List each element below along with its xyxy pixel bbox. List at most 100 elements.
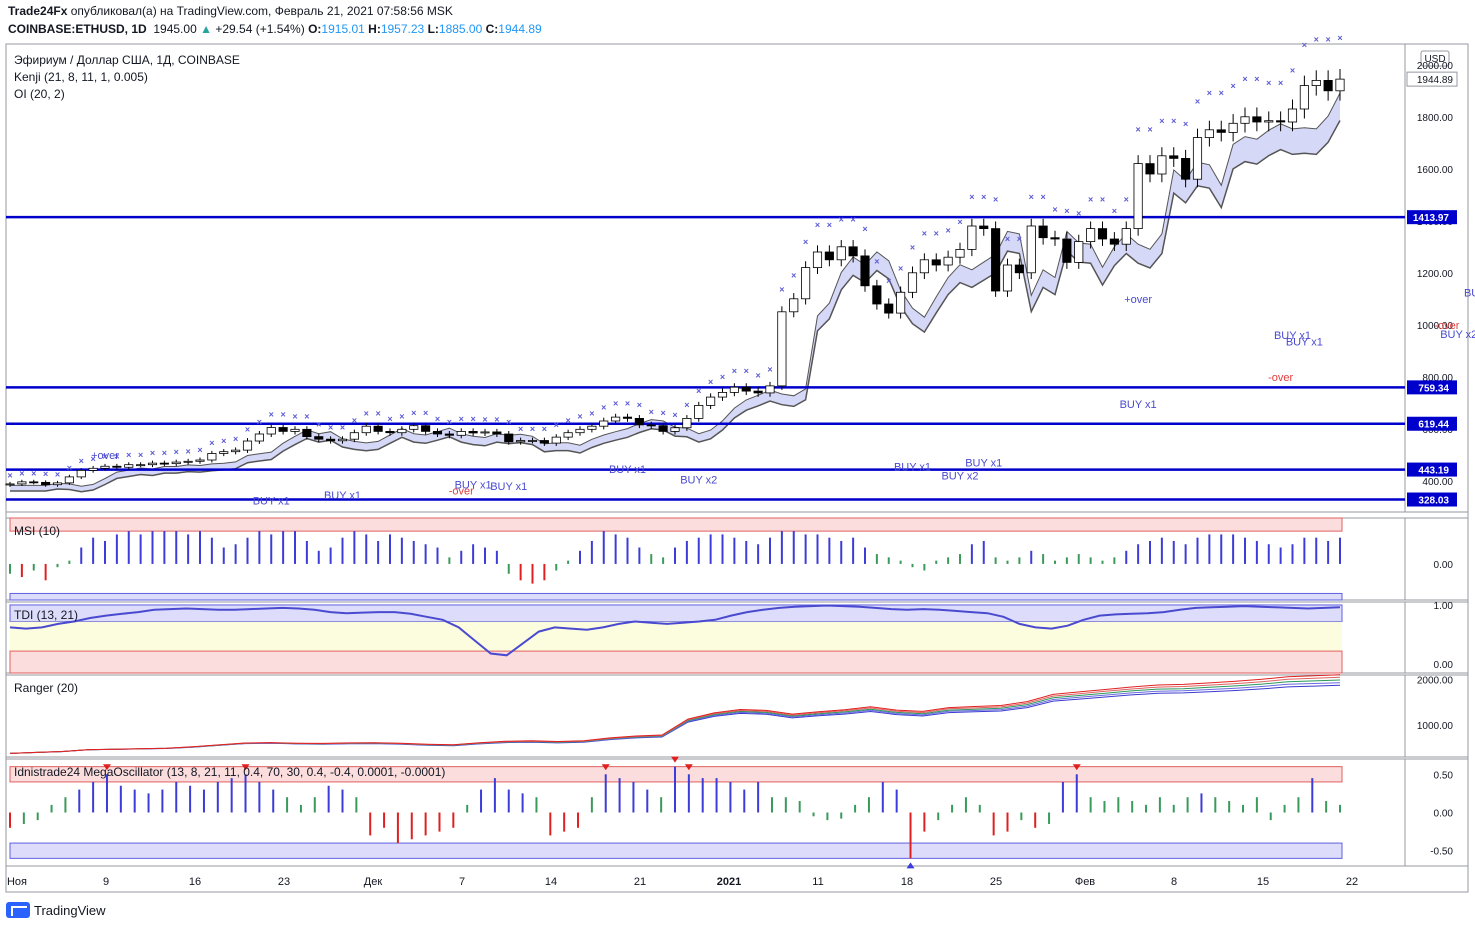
candle-body: [219, 451, 229, 454]
y-tick-label: 0.00: [1434, 660, 1454, 671]
candle-body: [979, 225, 989, 229]
candle-body: [231, 449, 241, 453]
y-tick-label: 2000.00: [1417, 676, 1454, 687]
panel-zone: [9, 842, 1343, 859]
published-text: опубликовал(а) на TradingView.com, Февра…: [70, 4, 453, 18]
candle-body: [195, 459, 205, 462]
stop-cross-marker: ×: [565, 415, 570, 425]
stop-cross-marker: ×: [364, 408, 369, 418]
stop-cross-marker: ×: [839, 214, 844, 224]
signal-label: +over: [1124, 294, 1152, 306]
stop-cross-marker: ×: [1254, 74, 1259, 84]
level-tag: [1407, 416, 1457, 431]
ranger-line: [9, 684, 1341, 754]
x-tick-label: 25: [990, 876, 1002, 888]
candle-body: [848, 246, 858, 257]
y-tick-label: 1800.00: [1417, 113, 1454, 124]
signal-label: -over: [449, 486, 474, 498]
stop-cross-marker: ×: [387, 414, 392, 424]
stop-cross-marker: ×: [1337, 33, 1342, 43]
stop-cross-marker: ×: [755, 370, 760, 380]
last-price-tag: [1406, 71, 1458, 87]
x-tick-label: 23: [278, 876, 290, 888]
ranger-line: [9, 676, 1341, 754]
candle-body: [88, 467, 98, 471]
candle-body: [694, 404, 704, 419]
signal-label: -over: [1268, 372, 1293, 384]
stop-cross-marker: ×: [1266, 78, 1271, 88]
publisher-line: Trade24Fx опубликовал(а) на TradingView.…: [8, 4, 453, 18]
candle-body: [337, 438, 348, 442]
stop-cross-marker: ×: [850, 214, 855, 224]
currency-box: [1420, 50, 1450, 67]
stop-cross-marker: ×: [19, 468, 24, 478]
candle-body: [171, 461, 181, 465]
stop-cross-marker: ×: [185, 446, 190, 456]
stop-cross-marker: ×: [459, 414, 464, 424]
candle-body: [753, 390, 763, 394]
candle-body: [492, 431, 502, 435]
stop-cross-marker: ×: [411, 408, 416, 418]
stop-cross-marker: ×: [1314, 34, 1319, 44]
x-tick-label: 8: [1171, 876, 1177, 888]
signal-label: BUY x1: [894, 462, 931, 474]
candle-body: [824, 251, 834, 261]
stop-cross-marker: ×: [1278, 78, 1283, 88]
candle-body: [1192, 137, 1203, 180]
stop-cross-marker: ×: [862, 224, 867, 234]
ranger-line: [9, 682, 1341, 754]
stop-cross-marker: ×: [589, 408, 594, 418]
candle-body: [551, 436, 561, 444]
stop-cross-marker: ×: [945, 226, 950, 236]
level-tag-label: 328.03: [1418, 496, 1449, 507]
last-price-label: 1944.89: [1417, 75, 1454, 86]
candle-body: [76, 469, 86, 478]
candle-body: [432, 430, 443, 435]
candle-body: [860, 255, 870, 287]
stop-cross-marker: ×: [1183, 119, 1188, 129]
stop-cross-marker: ×: [399, 412, 404, 422]
stop-cross-marker: ×: [1147, 124, 1152, 134]
stop-cross-marker: ×: [957, 217, 962, 227]
stop-cross-marker: ×: [1242, 74, 1247, 84]
candle-body: [896, 291, 906, 314]
stop-cross-marker: ×: [162, 448, 167, 458]
publisher-name[interactable]: Trade24Fx: [8, 4, 68, 18]
stop-cross-marker: ×: [827, 220, 832, 230]
stop-cross-marker: ×: [518, 424, 523, 434]
candle-body: [884, 303, 894, 314]
x-tick-label: 16: [189, 876, 201, 888]
stop-cross-marker: ×: [126, 450, 131, 460]
tradingview-brand: TradingView: [34, 902, 106, 918]
stop-cross-marker: ×: [292, 412, 297, 422]
stop-cross-marker: ×: [601, 403, 606, 413]
level-tag-label: 759.34: [1418, 383, 1449, 394]
x-tick-label: 18: [901, 876, 913, 888]
stop-cross-marker: ×: [102, 452, 107, 462]
stop-cross-marker: ×: [1100, 195, 1105, 205]
candle-body: [385, 430, 395, 434]
stop-cross-marker: ×: [1171, 116, 1176, 126]
candle-body: [801, 267, 811, 300]
candle-body: [421, 425, 431, 432]
candle-body: [967, 225, 977, 250]
tradingview-footer[interactable]: TradingView: [6, 902, 106, 918]
signal-label: BUY x1: [1464, 287, 1475, 299]
candle-body: [254, 433, 264, 442]
stop-cross-marker: ×: [1135, 124, 1140, 134]
y-tick-label: 1000.00: [1417, 721, 1454, 732]
candle-body: [527, 440, 538, 442]
stop-cross-marker: ×: [79, 456, 84, 466]
stop-cross-marker: ×: [352, 415, 357, 425]
candle-body: [1026, 225, 1036, 274]
kenji-legend: Kenji (21, 8, 11, 1, 0.005): [14, 70, 148, 84]
tradingview-logo-icon: [6, 902, 30, 918]
high-label: H:: [368, 22, 381, 36]
up-arrow-icon: ▲: [200, 22, 212, 36]
candle-body: [1323, 80, 1333, 92]
x-tick-label: 15: [1257, 876, 1269, 888]
stop-cross-marker: ×: [209, 438, 214, 448]
candle-body: [931, 259, 941, 266]
stop-cross-marker: ×: [31, 468, 36, 478]
